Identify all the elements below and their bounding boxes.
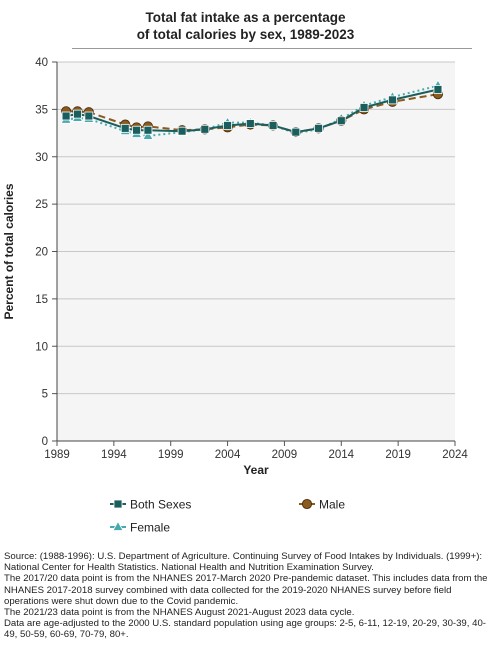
- y-tick-label: 30: [35, 152, 48, 164]
- legend-marker: [113, 499, 123, 509]
- gridlines: [57, 61, 455, 395]
- source-note-2: The 2017/20 data point is from the NHANE…: [4, 573, 488, 607]
- source-note-4: Data are age-adjusted to the 2000 U.S. s…: [4, 618, 486, 641]
- x-tick-label: 1999: [158, 449, 184, 461]
- data-point: [132, 125, 142, 135]
- x-tick-label: 1994: [101, 449, 127, 461]
- data-point: [291, 127, 301, 137]
- data-point: [120, 123, 130, 133]
- y-tick-label: 35: [35, 104, 48, 116]
- x-tick-label: 1989: [44, 449, 70, 461]
- chart-title-line-2: of total calories by sex, 1989-2023: [136, 27, 355, 42]
- chart-title: Total fat intake as a percentage of tota…: [0, 9, 491, 43]
- legend-item-both-sexes: Both Sexes: [110, 498, 191, 512]
- y-tick-label: 5: [42, 389, 48, 401]
- data-point: [336, 116, 346, 126]
- series-layer: [60, 79, 444, 140]
- series-both-sexes: [61, 85, 443, 137]
- y-tick-label: 15: [35, 294, 48, 306]
- data-point: [61, 111, 71, 121]
- x-tick-label: 2014: [328, 449, 354, 461]
- x-axis-title: Year: [243, 463, 269, 477]
- line-chart: 0 5 10 15 20 25 30 35 40 1989 1994 1999 2004 2009 2014…: [2, 57, 468, 535]
- x-tick-label: 2004: [215, 449, 241, 461]
- x-tick-label: 2009: [272, 449, 298, 461]
- y-tick-label: 20: [35, 247, 48, 259]
- x-tick-label: 2024: [442, 449, 468, 461]
- source-note-3: The 2021/23 data point is from the NHANE…: [4, 607, 355, 619]
- data-point: [359, 103, 369, 112]
- data-point: [200, 124, 210, 134]
- data-point: [177, 126, 187, 136]
- legend-marker: [112, 520, 124, 531]
- source-notes: Source: (1988-1996): U.S. Department of …: [4, 551, 490, 641]
- data-point: [314, 123, 323, 133]
- data-point: [388, 95, 397, 105]
- legend-label: Both Sexes: [130, 498, 191, 512]
- axes: [52, 61, 456, 446]
- legend-marker: [301, 498, 313, 510]
- y-tick-label: 25: [35, 199, 48, 211]
- legend-item-male: Male: [299, 498, 345, 512]
- source-note-1: Source: (1988-1996): U.S. Department of …: [4, 551, 483, 574]
- axis-labels: 0 5 10 15 20 25 30 35 40 1989 1994 1999 2004 2009 2014…: [2, 57, 468, 477]
- data-point: [73, 109, 82, 119]
- y-tick-label: 10: [35, 341, 48, 353]
- data-point: [223, 121, 232, 130]
- y-tick-label: 40: [35, 57, 48, 69]
- legend-label: Male: [319, 498, 345, 512]
- y-tick-label: 0: [42, 436, 48, 448]
- x-tick-label: 2019: [385, 449, 411, 461]
- y-axis-title: Percent of total calories: [2, 183, 16, 319]
- legend-label: Female: [130, 521, 170, 535]
- title-divider: [72, 48, 472, 49]
- data-point: [143, 125, 153, 135]
- data-point: [84, 111, 94, 121]
- data-point: [433, 85, 443, 94]
- chart-title-line-1: Total fat intake as a percentage: [145, 10, 346, 25]
- data-point: [268, 121, 278, 130]
- data-point: [245, 119, 255, 128]
- data-point: [142, 129, 154, 140]
- legend-item-female: Female: [110, 521, 170, 535]
- legend: Both Sexes Male Female: [110, 498, 345, 535]
